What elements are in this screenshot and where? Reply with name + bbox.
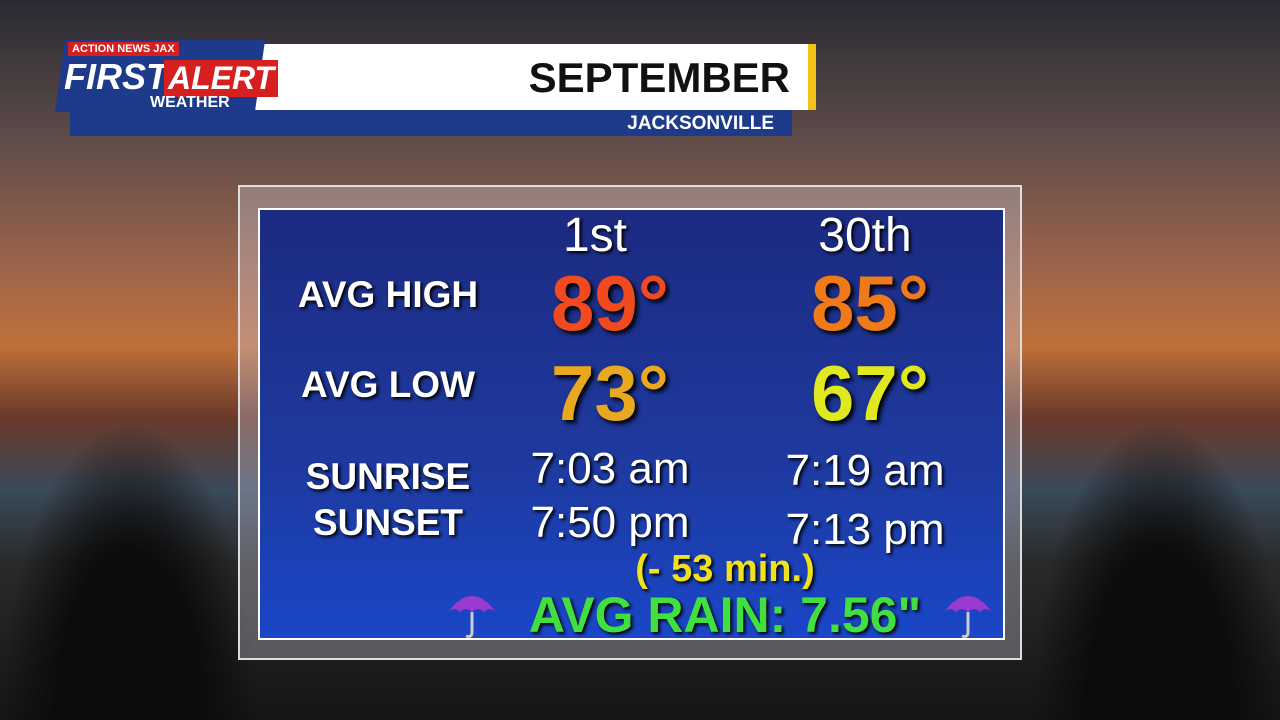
row-label: SUNRISE bbox=[305, 456, 471, 497]
network: ACTION NEWS JAX bbox=[68, 42, 179, 56]
background-grass bbox=[0, 420, 260, 720]
avg-low: 73° bbox=[551, 349, 669, 437]
background-grass bbox=[1030, 420, 1280, 720]
sunrise: 7:03 am bbox=[530, 444, 690, 493]
sunrise: 7:19 am bbox=[785, 446, 945, 495]
umbrella-icon bbox=[448, 596, 496, 638]
brand-first: FIRST bbox=[64, 56, 168, 97]
row-label: AVG HIGH bbox=[297, 274, 479, 315]
subtitle-bar bbox=[70, 110, 792, 136]
avg-low: 67° bbox=[811, 349, 929, 437]
title: SEPTEMBER bbox=[528, 54, 790, 101]
avg-rain: AVG RAIN: 7.56" bbox=[528, 587, 922, 643]
column-header: 30th bbox=[818, 209, 912, 262]
row-label: AVG LOW bbox=[300, 364, 475, 405]
column-header: 1st bbox=[562, 209, 628, 262]
brand-weather: WEATHER bbox=[150, 94, 230, 111]
row-label: SUNSET bbox=[312, 502, 464, 543]
brand-alert: ALERT bbox=[164, 60, 279, 97]
daylight-change: (- 53 min.) bbox=[635, 548, 815, 590]
panel bbox=[258, 208, 1005, 640]
umbrella-icon bbox=[944, 596, 992, 638]
avg-high: 85° bbox=[811, 259, 929, 347]
avg-high: 89° bbox=[551, 259, 669, 347]
sunset: 7:50 pm bbox=[530, 498, 690, 547]
sunset: 7:13 pm bbox=[785, 505, 945, 554]
location: JACKSONVILLE bbox=[627, 113, 774, 134]
